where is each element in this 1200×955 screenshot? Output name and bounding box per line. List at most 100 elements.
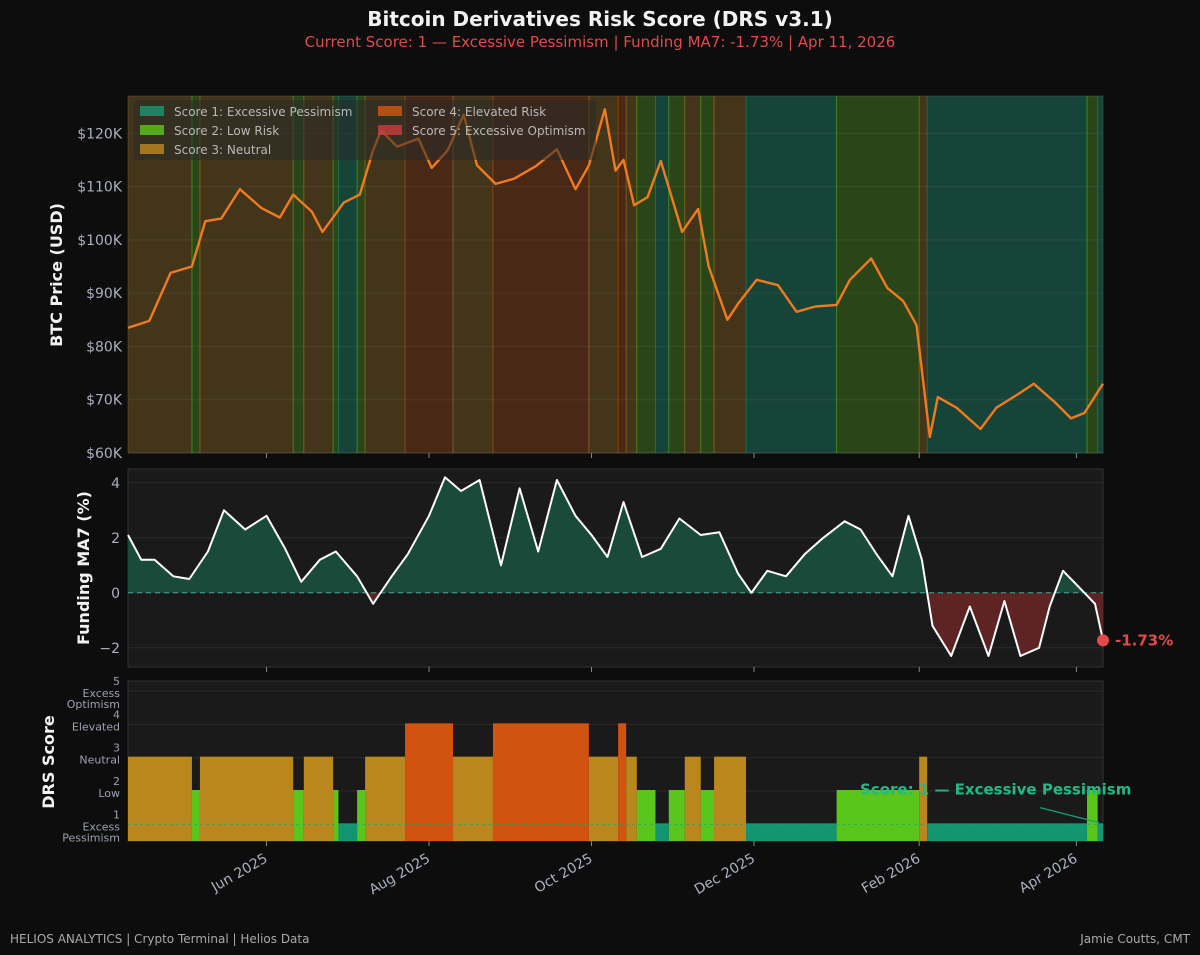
score-y-tick-description-line: Excess [82,820,120,833]
funding-panel: −2 0 2 4 -1.73% Funding MA7 (%) [74,468,1173,668]
chart-title: Bitcoin Derivatives Risk Score (DRS v3.1… [367,7,833,31]
legend-swatch-score-3 [140,144,164,154]
legend-swatch-score-2 [140,125,164,135]
score-y-tick-number: 3 [113,742,120,755]
score-y-tick-description-line: Neutral [79,754,120,767]
score-band-25 [927,96,1088,453]
score-band-15 [626,96,637,453]
score-band-26 [1087,96,1098,453]
score-band-22 [746,96,837,453]
btc-price-line [127,108,1105,439]
funding-y-tick-label: 0 [111,586,120,602]
score-bar-9 [365,756,406,841]
score-bar-26 [1087,790,1098,841]
footer-right: Jamie Coutts, CMT [1079,932,1190,946]
price-y-tick-label: $120K [77,126,123,142]
score-bar-25 [927,823,1088,841]
price-panel: $60K $70K $80K $90K $100K $110K $120K Score 1:… [47,95,1105,462]
score-bar-8 [357,790,366,841]
score-y-tick-number: 4 [113,708,120,721]
price-y-tick-label: $90K [86,286,123,302]
score-band-8 [357,96,366,453]
score-y-tick-description: Neutral [79,754,120,767]
legend-swatch-score-4 [378,106,402,116]
legend-label-score-1: Score 1: Excessive Pessimism [174,105,353,119]
score-bar-4 [293,790,304,841]
score-band-23 [836,96,920,453]
footer-left: HELIOS ANALYTICS | Crypto Terminal | Hel… [10,932,309,946]
score-legend: Score 1: Excessive Pessimism Score 2: Low… [134,100,596,160]
score-bar-19 [684,756,701,841]
score-bar-7 [338,823,358,841]
score-bar-18 [668,790,685,841]
legend-label-score-4: Score 4: Elevated Risk [412,105,546,119]
score-band-14 [618,96,627,453]
score-bar-14 [618,723,627,841]
score-band-27 [1097,96,1103,453]
score-bar-16 [636,790,656,841]
score-y-tick-number: 1 [113,808,120,821]
score-y-tick-description: Elevated [72,720,120,733]
funding-y-tick-label: 4 [111,476,120,492]
score-bar-15 [626,756,637,841]
score-band-18 [668,96,685,453]
funding-negative-fill [128,592,1103,656]
score-bar-5 [303,756,334,841]
score-bar-1 [128,756,192,841]
current-funding-marker [1097,634,1109,647]
score-y-tick-description-line: Elevated [72,720,120,733]
price-y-tick-label: $110K [77,180,123,196]
score-y-tick-description: Excess Pessimism [62,820,120,844]
score-bar-23 [836,790,920,841]
score-bar-2 [191,790,200,841]
score-band-7 [338,96,358,453]
score-band-21 [714,96,747,453]
score-bar-27 [1097,823,1103,841]
annotation-arrow [1039,807,1100,824]
score-bar-21 [714,756,747,841]
score-y-axis-label: DRS Score [39,715,58,809]
score-y-tick-description-line: Pessimism [62,831,120,844]
chart-subtitle: Current Score: 1 — Excessive Pessimism |… [305,33,896,51]
score-band-2 [191,96,200,453]
score-y-tick-description: Low [98,787,120,800]
score-bar-6 [333,790,339,841]
score-bar-12 [492,723,589,841]
funding-y-axis-label: Funding MA7 (%) [74,491,93,645]
funding-y-tick-label: −2 [99,641,120,657]
score-bars [128,723,1103,841]
price-y-tick-label: $100K [77,233,123,249]
score-band-4 [293,96,304,453]
score-bar-24 [919,756,928,841]
score-bar-13 [588,756,619,841]
funding-y-ticks: −2 0 2 4 [99,476,120,657]
score-bar-10 [405,723,453,841]
score-band-24 [919,96,928,453]
score-bar-20 [700,790,715,841]
price-y-tick-label: $60K [86,446,123,462]
score-y-tick-description-line: Low [98,787,120,800]
score-y-tick-description-line: Excess [82,687,120,700]
legend-label-score-2: Score 2: Low Risk [174,124,279,138]
score-y-tick-number: 5 [113,675,120,688]
price-y-ticks: $60K $70K $80K $90K $100K $110K $120K [77,126,123,462]
score-y-tick-description-line: Optimism [67,698,120,711]
price-y-axis-label: BTC Price (USD) [47,203,66,347]
score-y-tick-description: Excess Optimism [67,687,121,711]
legend-label-score-5: Score 5: Excessive Optimism [412,124,586,138]
funding-ma7-line [127,476,1104,657]
funding-positive-fill [128,477,1103,593]
score-band-17 [655,96,669,453]
price-y-tick-label: $70K [86,393,123,409]
score-bar-17 [655,823,669,841]
current-funding-label: -1.73% [1115,631,1173,649]
legend-label-score-3: Score 3: Neutral [174,143,271,157]
score-band-20 [700,96,715,453]
score-bar-3 [199,756,294,841]
funding-y-tick-label: 2 [111,531,120,547]
price-y-tick-label: $80K [86,339,123,355]
score-bar-11 [453,756,493,841]
legend-background [134,100,596,160]
